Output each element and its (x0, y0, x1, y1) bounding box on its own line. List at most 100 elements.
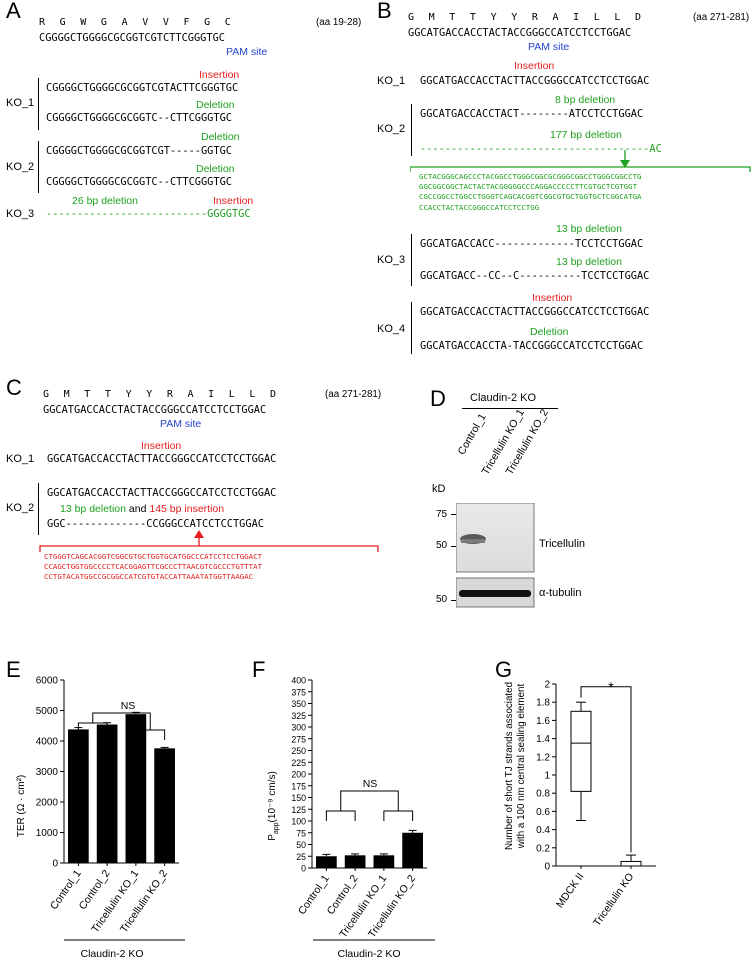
panel-a-ko1-name: KO_1 (6, 97, 35, 109)
panel-a-wt-sequence: CGGGGCTGGGGCGCGGTCGTCTTCGGGTGC (39, 32, 225, 44)
panel-e-ytick-label: 1000 (36, 828, 59, 839)
panel-f-ytick-label: 275 (291, 734, 306, 744)
panel-d-label: D (430, 386, 446, 411)
panel-a-ko2-bracket (38, 141, 39, 193)
panel-c-inserted-sequence-block: CTGGGTCAGCACGGTCGGCGTGCTGGTGCATGGCCCATCC… (44, 552, 262, 583)
panel-d-tubulin-label: α-tubulin (539, 587, 582, 599)
panel-f-ylabel-sub: app (273, 822, 280, 834)
panel-c-ko2-seq2: GGC-------------CCGGGCCATCCTCCTGGAC (47, 518, 264, 530)
panel-d-lane-control1: Control_1 (455, 411, 489, 457)
panel-f-ylabel-unit: (10⁻⁹ cm/s) (267, 771, 278, 822)
panel-a-label: A (6, 0, 21, 23)
panel-f-label: F (252, 657, 266, 682)
panel-g-ytick-label: 0.2 (536, 843, 550, 854)
panel-g-plot: 0 0.2 0.4 0.6 0.8 1 1.2 1.4 1.6 1.8 2 MDCK II Tricel… (536, 680, 656, 929)
panel-f-ytick-label: 75 (296, 828, 306, 838)
panel-d-marker-50-top: 50 (436, 540, 448, 551)
panel-f-ytick-label: 250 (291, 746, 306, 756)
panel-c-aa-sequence: G M T T Y Y R A I L L D (43, 389, 281, 400)
panel-g-ytick-label: 0.8 (536, 789, 550, 800)
panel-d-kd-label: kD (432, 483, 446, 495)
panel-e-ytick-label: 2000 (36, 798, 59, 809)
panel-e-group-label: Claudin-2 KO (80, 948, 143, 960)
panel-a-aa-sequence: R G W G A V V F G C (39, 17, 236, 28)
panel-b-ko3-seq1: GGCATGACCACC-------------TCCTCCTGGAC (420, 238, 644, 250)
panel-g-ytick-label: 1.8 (536, 698, 550, 709)
panel-c-block-line-1: CTGGGTCAGCACGGTCGGCGTGCTGGTGCATGGCCCATCC… (44, 552, 263, 561)
panel-b-ko4-deletion-label: Deletion (530, 326, 569, 338)
panel-b-ko1-name: KO_1 (377, 75, 406, 87)
panel-f-ytick-label: 125 (291, 805, 306, 815)
panel-g-ytick-label: 1.4 (536, 734, 550, 745)
panel-c-block-line-3: CCTGTACATGGCCGCGGCCATCGTGTACCATTAAATATGG… (44, 572, 254, 582)
panel-g-ytick-label: 0.6 (536, 807, 550, 818)
panel-b-ko3-13bp-label1: 13 bp deletion (556, 223, 622, 235)
panel-c-ko2-insertion-label: 145 bp insertion (149, 503, 225, 515)
panel-a-ko2-name: KO_2 (6, 161, 35, 173)
panel-d-tick-75 (451, 514, 456, 515)
panel-c-ko2-and-label: and (128, 503, 147, 515)
panel-g-ytick-label: 0 (544, 862, 550, 873)
panel-e-bar (68, 729, 89, 863)
panel-c-ko2-name: KO_2 (6, 502, 35, 514)
panel-b-ko2-seq1: GGCATGACCACCTACT--------ATCCTCCTGGAC (420, 108, 644, 120)
panel-f-ytick-label: 400 (291, 676, 306, 686)
panel-g-xtick-label: Tricellulin KO (591, 871, 636, 929)
panel-f-ytick-label: 50 (296, 840, 306, 850)
panel-d-group-line (462, 408, 558, 409)
panel-g-ytick-label: 2 (544, 680, 550, 691)
panel-e-ytick-label: 5000 (36, 706, 59, 717)
panel-f-chart: 0255075100125150175200225250275300325350… (267, 676, 435, 960)
panel-b-ko3-bracket (411, 234, 412, 286)
panel-b-deletion-bracket (410, 150, 751, 172)
panel-f-ytick-label: 0 (301, 864, 306, 874)
panel-a-ko3-insertion-label: Insertion (213, 195, 254, 207)
panel-g-box (570, 710, 592, 792)
panel-a-ko1-seq1: CGGGGCTGGGGCGCGGTCGTACTTCGGGTGC (46, 82, 239, 94)
panel-g-label: G (495, 657, 513, 682)
panel-f-ytick-label: 300 (291, 723, 306, 733)
panel-f-ytick-label: 350 (291, 699, 306, 709)
panel-e-sig: NS (121, 700, 136, 712)
panel-a-ko1-seq2: CGGGGCTGGGGCGCGGTC--CTTCGGGTGC (46, 112, 232, 124)
panel-f-group-label: Claudin-2 KO (337, 948, 400, 960)
panel-b-ko1-insertion-label: Insertion (514, 60, 555, 72)
panel-e-bar (154, 748, 175, 863)
panel-f-ytick-label: 175 (291, 781, 306, 791)
panel-e-ylabel: TER (Ω · cm²) (16, 775, 27, 837)
panel-d-tick-50b (451, 600, 456, 601)
panel-g-sig: * (608, 679, 614, 695)
panel-a-ko3-deletion-label: 26 bp deletion (72, 195, 138, 207)
panel-b-pam-label: PAM site (528, 41, 570, 53)
panel-f-ytick-label: 200 (291, 770, 306, 780)
panel-f-ylabel-main: P (267, 834, 278, 841)
panel-b-label: B (377, 0, 392, 23)
panel-b-ko2-name: KO_2 (377, 123, 406, 135)
panel-f-bar (316, 856, 337, 868)
panel-f-bracket-right (383, 810, 414, 821)
panel-e-bar (125, 714, 147, 863)
panel-e-ytick-label: 3000 (36, 767, 59, 778)
panel-f-sig: NS (363, 778, 378, 790)
panel-b-ko2-8bp-label: 8 bp deletion (555, 94, 616, 106)
panel-f-ytick-label: 325 (291, 711, 306, 721)
panel-f-bar (402, 832, 423, 868)
panel-f-ytick-label: 375 (291, 687, 306, 697)
panel-c-ko2-seq1: GGCATGACCACCTACTTACCGGGCCATCCTCCTGGAC (47, 487, 277, 499)
panel-e-ytick-label: 6000 (36, 676, 59, 687)
panel-c-wt-sequence: GGCATGACCACCTACTACCGGGCCATCCTCCTGGAC (43, 404, 267, 416)
panel-f-ytick-label: 225 (291, 758, 306, 768)
panel-e-chart: 0100020003000400050006000Control_1Contro… (16, 676, 185, 960)
panel-g-ytick-label: 1 (544, 771, 550, 782)
panel-a-ko2-seq2: CGGGGCTGGGGCGCGGTC--CTTCGGGTGC (46, 176, 232, 188)
panel-d-marker-75: 75 (436, 509, 448, 520)
panel-g-ytick-label: 0.4 (536, 825, 550, 836)
panel-b-ko3-13bp-label2: 13 bp deletion (556, 256, 622, 268)
panel-a-aa-range: (aa 19-28) (316, 17, 362, 28)
panel-c-insertion-bracket (39, 530, 379, 552)
panel-c-aa-range: (aa 271-281) (325, 389, 382, 400)
panel-g-chart: 0 0.2 0.4 0.6 0.8 1 1.2 1.4 1.6 1.8 2 MDCK II Tricel… (504, 679, 656, 929)
panel-b-ko4-seq2: GGCATGACCACCTA-TACCGGGCCATCCTCCTGGAC (420, 340, 644, 352)
panel-f-ytick-label: 150 (291, 793, 306, 803)
panel-b-ko4-seq1: GGCATGACCACCTACTTACCGGGCCATCCTCCTGGAC (420, 306, 650, 318)
